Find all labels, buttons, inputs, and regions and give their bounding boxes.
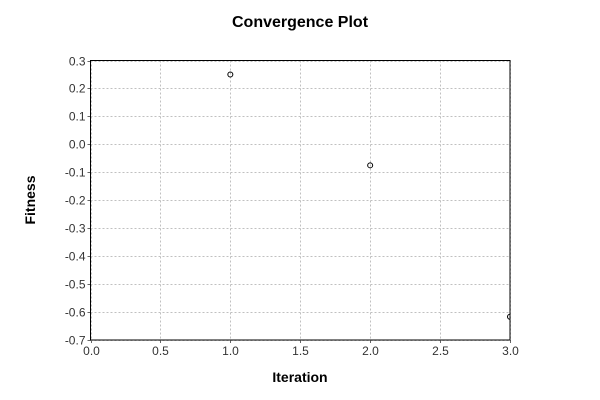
x-tick-label: 0.5 xyxy=(152,344,169,358)
x-tick-label: 1.0 xyxy=(222,344,239,358)
x-tick-label: 3.0 xyxy=(502,344,519,358)
y-tick-label: -0.5 xyxy=(65,278,86,292)
plot-border xyxy=(90,60,511,341)
y-tick-label: -0.7 xyxy=(65,334,86,348)
y-tick-label: 0.2 xyxy=(69,82,86,96)
y-tick-label: 0.3 xyxy=(69,55,86,69)
x-tick-label: 0.0 xyxy=(83,344,100,358)
y-tick-label: -0.3 xyxy=(65,222,86,236)
y-tick-label: -0.4 xyxy=(65,250,86,264)
x-tick-label: 1.5 xyxy=(292,344,309,358)
x-tick-label: 2.0 xyxy=(362,344,379,358)
data-point xyxy=(367,162,374,169)
x-tick-label: 2.5 xyxy=(432,344,449,358)
y-tick-label: -0.2 xyxy=(65,194,86,208)
y-tick-label: 0.0 xyxy=(69,138,86,152)
y-axis-label: Fitness xyxy=(22,175,38,225)
data-point xyxy=(507,313,510,320)
y-tick-label: -0.1 xyxy=(65,166,86,180)
y-tick-label: -0.6 xyxy=(65,306,86,320)
chart-title: Convergence Plot xyxy=(231,14,369,31)
x-axis-label: Iteration xyxy=(272,369,328,385)
data-point xyxy=(227,71,234,78)
y-tick-label: 0.1 xyxy=(69,110,86,124)
